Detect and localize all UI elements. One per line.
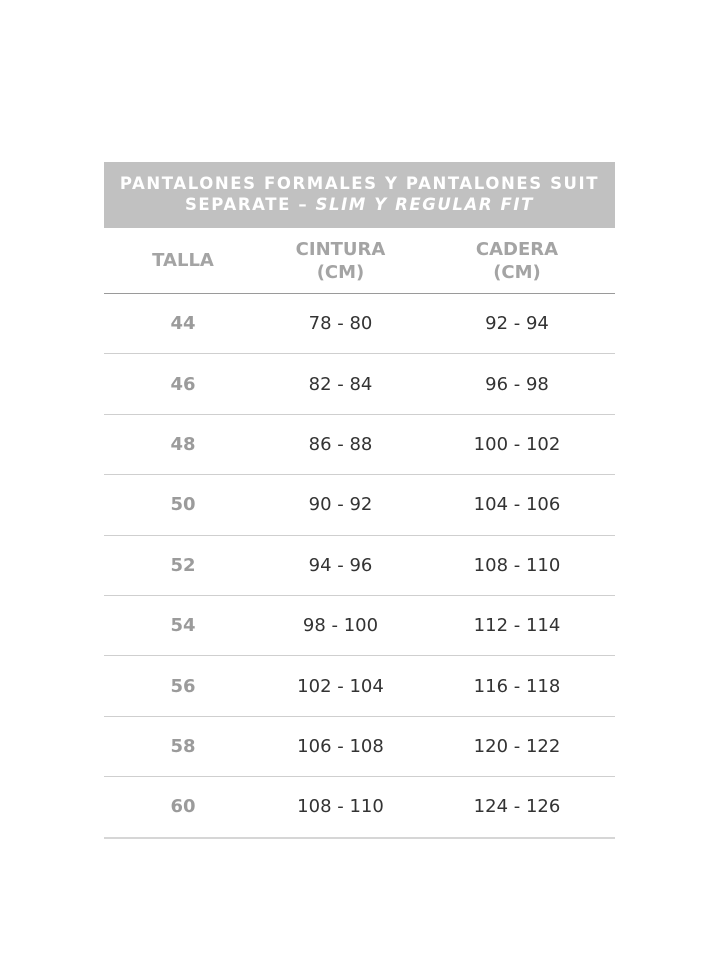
hip-cell: 108 - 110 bbox=[473, 554, 561, 576]
waist-cell: 102 - 104 bbox=[297, 675, 384, 697]
waist-cell: 94 - 96 bbox=[308, 554, 373, 576]
header-cadera-label: CADERA bbox=[475, 238, 559, 260]
size-cell: 52 bbox=[170, 554, 196, 576]
size-cell: 60 bbox=[170, 796, 196, 818]
table-row: 48 86 - 88 100 - 102 bbox=[104, 415, 615, 476]
hip-cell: 116 - 118 bbox=[473, 675, 561, 697]
table-body: 44 78 - 80 92 - 94 46 82 - 84 96 - 98 48 86 - 8… bbox=[104, 294, 615, 839]
waist-cell: 86 - 88 bbox=[308, 433, 373, 455]
table-row: 50 90 - 92 104 - 106 bbox=[104, 475, 615, 536]
hip-cell: 96 - 98 bbox=[485, 373, 549, 395]
size-cell: 46 bbox=[170, 373, 196, 395]
header-talla: TALLA bbox=[152, 250, 214, 271]
header-cadera: CADERA (CM) bbox=[419, 238, 615, 284]
table-row: 60 108 - 110 124 - 126 bbox=[104, 777, 615, 839]
size-cell: 50 bbox=[170, 494, 196, 516]
size-cell: 48 bbox=[170, 433, 196, 455]
title-fit: SLIM Y REGULAR FIT bbox=[315, 195, 535, 214]
waist-cell: 98 - 100 bbox=[302, 615, 379, 637]
table-row: 44 78 - 80 92 - 94 bbox=[104, 294, 615, 355]
hip-cell: 92 - 94 bbox=[485, 313, 549, 335]
hip-cell: 124 - 126 bbox=[473, 796, 561, 818]
header-cintura: CINTURA (CM) bbox=[262, 238, 419, 284]
waist-cell: 82 - 84 bbox=[308, 373, 373, 395]
waist-cell: 90 - 92 bbox=[308, 494, 373, 516]
title-line-2-main: SEPARATE – bbox=[184, 195, 316, 214]
title-line-2: SEPARATE – SLIM Y REGULAR FIT bbox=[104, 194, 615, 215]
hip-cell: 112 - 114 bbox=[473, 615, 561, 637]
header-row: TALLA CINTURA (CM) CADERA (CM) bbox=[104, 228, 615, 294]
size-cell: 44 bbox=[170, 313, 196, 335]
table-row: 46 82 - 84 96 - 98 bbox=[104, 354, 615, 415]
title-line-1: PANTALONES FORMALES Y PANTALONES SUIT bbox=[119, 174, 600, 193]
hip-cell: 100 - 102 bbox=[473, 433, 561, 455]
header-cintura-label: CINTURA bbox=[295, 238, 386, 260]
table-row: 54 98 - 100 112 - 114 bbox=[104, 596, 615, 657]
size-cell: 54 bbox=[170, 615, 196, 637]
waist-cell: 106 - 108 bbox=[297, 735, 384, 757]
table-row: 56 102 - 104 116 - 118 bbox=[104, 656, 615, 717]
size-cell: 56 bbox=[170, 675, 196, 697]
hip-cell: 104 - 106 bbox=[473, 494, 561, 516]
table-row: 52 94 - 96 108 - 110 bbox=[104, 536, 615, 596]
table-title: PANTALONES FORMALES Y PANTALONES SUIT SE… bbox=[104, 162, 615, 228]
table-row: 58 106 - 108 120 - 122 bbox=[104, 717, 615, 778]
waist-cell: 108 - 110 bbox=[297, 796, 384, 818]
waist-cell: 78 - 80 bbox=[308, 313, 373, 335]
header-cadera-unit: (CM) bbox=[493, 261, 541, 283]
size-chart-table: PANTALONES FORMALES Y PANTALONES SUIT SE… bbox=[104, 162, 615, 839]
header-cintura-unit: (CM) bbox=[316, 261, 365, 283]
hip-cell: 120 - 122 bbox=[473, 735, 561, 757]
size-cell: 58 bbox=[170, 735, 196, 757]
